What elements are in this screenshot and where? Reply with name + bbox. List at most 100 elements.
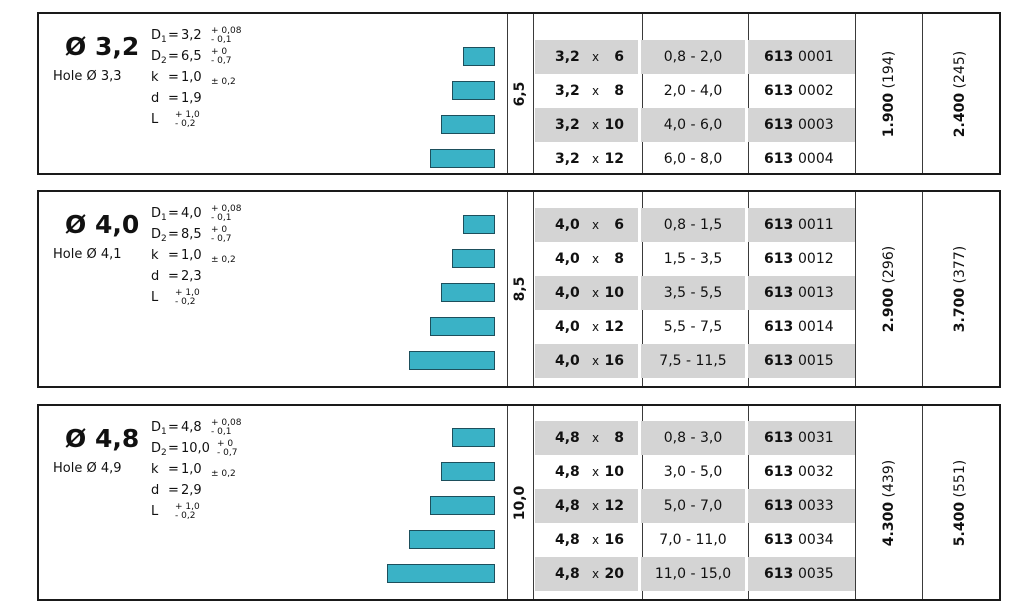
article-prefix: 613: [764, 217, 794, 233]
article-code: 0035: [798, 566, 834, 582]
grip-range: 5,0 - 7,0: [641, 489, 745, 523]
tolerance-lower: - 0,1: [211, 213, 232, 223]
rivet-length-bar: [452, 248, 495, 268]
spec-equals: =: [168, 269, 179, 284]
rivet-diameter: 4,0: [555, 251, 580, 267]
rivet-diameter: 4,8: [555, 532, 580, 548]
rivet-length: 12: [604, 151, 624, 167]
rivet-length: 12: [604, 498, 624, 514]
column-divider: [922, 192, 923, 386]
rivet-length-bar: [441, 282, 495, 302]
spec-equals: =: [168, 420, 179, 435]
spec-label-subscript: 1: [161, 427, 167, 437]
size-cell: 4,8 x 12: [535, 489, 638, 523]
tolerance-upper: + 0: [211, 47, 228, 57]
article-number: 613 0013: [748, 276, 855, 310]
article-code: 0033: [798, 498, 834, 514]
table-row: 3,2 x 6 0,8 - 2,0 613 0001: [535, 40, 855, 74]
spec-label: D1: [151, 26, 167, 51]
grip-range: 0,8 - 2,0: [641, 40, 745, 74]
head-diameter-label: 10,0: [512, 485, 528, 520]
price-value: 5.400: [952, 501, 968, 546]
price-quantity: (439): [881, 459, 897, 497]
table-row: 4,0 x 8 1,5 - 3,5 613 0012: [535, 242, 855, 276]
spec-label-text: D: [151, 49, 162, 64]
column-divider: [533, 14, 534, 173]
article-number: 613 0004: [748, 142, 855, 176]
product-block: Ø 3,2 Hole Ø 3,3 D1 = 3,2 + 0,08- 0,1 D2 = 6,5 + …: [37, 12, 1001, 175]
price-column-2: 3.700 (377): [952, 246, 968, 332]
rivet-length: 10: [604, 285, 624, 301]
rivet-length: 16: [604, 353, 624, 369]
article-prefix: 613: [764, 430, 794, 446]
rivet-length-bar: [452, 80, 495, 100]
spec-label: D2: [151, 47, 167, 72]
article-prefix: 613: [764, 83, 794, 99]
rivet-length-bar: [441, 114, 495, 134]
spec-label-text: d: [151, 483, 160, 498]
rivet-length-bar: [409, 350, 495, 370]
rivet-length: 16: [604, 532, 624, 548]
spec-label-text: D: [151, 441, 162, 456]
spec-label-subscript: 1: [161, 213, 167, 223]
spec-label: D2: [151, 225, 167, 250]
article-number: 613 0034: [748, 523, 855, 557]
article-code: 0015: [798, 353, 834, 369]
spec-tolerance: + 0- 0,7: [211, 226, 231, 244]
rivet-length-bar: [463, 214, 495, 234]
spec-label-subscript: 2: [161, 56, 167, 66]
article-prefix: 613: [764, 319, 794, 335]
spec-equals: =: [168, 49, 179, 64]
spec-tolerance: ± 0,2: [211, 77, 236, 87]
article-prefix: 613: [764, 498, 794, 514]
rivet-length: 6: [614, 217, 624, 233]
times-sign: x: [592, 252, 600, 266]
size-cell: 4,0 x 16: [535, 344, 638, 378]
size-cell: 3,2 x 6: [535, 40, 638, 74]
tolerance-lower: - 0,7: [211, 234, 232, 244]
article-number: 613 0035: [748, 557, 855, 591]
times-sign: x: [592, 465, 600, 479]
grip-range: 3,0 - 5,0: [663, 464, 723, 480]
spec-label-text: d: [151, 91, 160, 106]
price-quantity: (194): [881, 50, 897, 88]
article-number: 613 0003: [748, 108, 855, 142]
spec-label-text: d: [151, 269, 160, 284]
times-sign: x: [592, 354, 600, 368]
times-sign: x: [592, 118, 600, 132]
tolerance-upper: + 0,08: [211, 204, 242, 214]
article-code: 0001: [798, 49, 834, 65]
grip-range: 2,0 - 4,0: [663, 83, 723, 99]
column-divider: [855, 14, 856, 173]
spec-label-text: D: [151, 28, 162, 43]
tolerance-upper: + 1,0: [175, 502, 200, 512]
article-prefix: 613: [764, 532, 794, 548]
tolerance-lower: - 0,2: [175, 511, 196, 521]
diameter-title: Ø 4,8: [65, 424, 140, 453]
times-sign: x: [592, 533, 600, 547]
spec-tolerance: + 0- 0,7: [217, 440, 237, 458]
rivet-length-bar: [387, 563, 495, 583]
rivet-diameter: 3,2: [555, 49, 580, 65]
spec-label-text: L: [151, 504, 159, 519]
table-row: 4,8 x 20 11,0 - 15,0 613 0035: [535, 557, 855, 591]
diameter-title: Ø 3,2: [65, 32, 140, 61]
spec-label-subscript: 2: [161, 448, 167, 458]
rivet-length-bar: [409, 529, 495, 549]
rivet-diameter: 4,0: [555, 353, 580, 369]
price-value: 2.900: [881, 287, 897, 333]
article-prefix: 613: [764, 566, 794, 582]
rivet-diameter: 4,0: [555, 319, 580, 335]
size-cell: 4,8 x 16: [535, 523, 638, 557]
spec-value: 4,8: [181, 420, 202, 435]
size-cell: 3,2 x 12: [535, 142, 638, 176]
size-cell: 4,0 x 8: [535, 242, 638, 276]
table-row: 3,2 x 8 2,0 - 4,0 613 0002: [535, 74, 855, 108]
column-divider: [855, 192, 856, 386]
rivet-length: 8: [614, 251, 624, 267]
spec-equals: =: [168, 248, 179, 263]
spec-equals: =: [168, 91, 179, 106]
price-quantity: (296): [881, 245, 897, 284]
spec-value: 2,3: [181, 269, 202, 284]
spec-tolerance: + 0- 0,7: [211, 48, 231, 66]
